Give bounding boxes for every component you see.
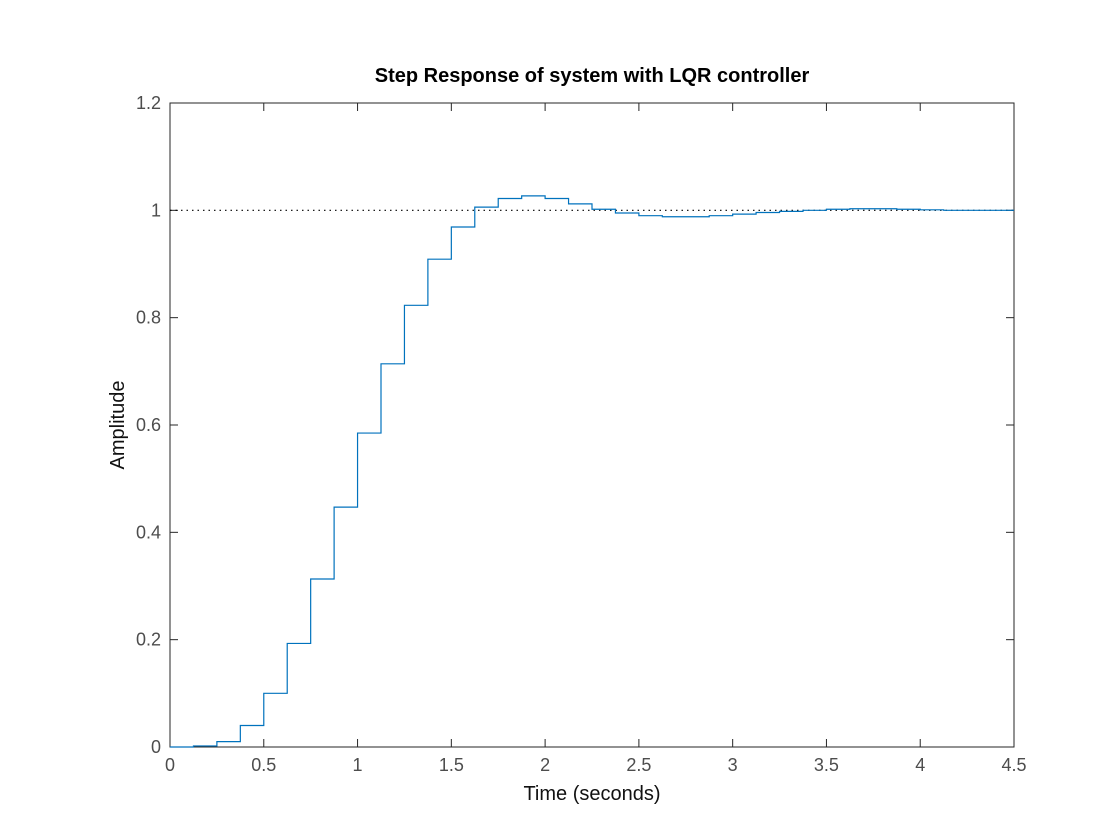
data-point bbox=[287, 643, 288, 644]
y-tick-label: 1.2 bbox=[136, 93, 161, 113]
x-tick-label: 2 bbox=[540, 755, 550, 775]
y-tick-label: 0.6 bbox=[136, 415, 161, 435]
data-point bbox=[662, 216, 663, 217]
y-tick-label: 1 bbox=[151, 200, 161, 220]
data-point bbox=[193, 745, 194, 746]
data-point bbox=[216, 741, 217, 742]
data-point bbox=[709, 215, 710, 216]
data-point bbox=[170, 747, 171, 748]
chart-title: Step Response of system with LQR control… bbox=[375, 65, 810, 87]
data-point bbox=[826, 209, 827, 210]
axes-box bbox=[169, 102, 1015, 748]
x-tick-label: 1.5 bbox=[439, 755, 464, 775]
x-axis-title: Time (seconds) bbox=[523, 783, 660, 805]
data-point bbox=[592, 209, 593, 210]
data-point bbox=[521, 195, 522, 196]
x-tick-label: 3 bbox=[728, 755, 738, 775]
data-point bbox=[638, 215, 639, 216]
data-point bbox=[240, 725, 241, 726]
data-point bbox=[615, 213, 616, 214]
x-tick-label: 4.5 bbox=[1001, 755, 1026, 775]
data-point bbox=[943, 210, 944, 211]
data-point bbox=[990, 210, 991, 211]
data-point bbox=[732, 214, 733, 215]
data-point bbox=[404, 305, 405, 306]
data-point bbox=[779, 211, 780, 212]
y-tick-label: 0.2 bbox=[136, 630, 161, 650]
plot-layer: 0 0.5 1 1.5 2 2.5 3 3.5 4 4.5 0 0.2 0.4 0.6 0.8 1 1.2 bbox=[136, 93, 1027, 775]
x-tick-label: 3.5 bbox=[814, 755, 839, 775]
data-point bbox=[803, 210, 804, 211]
x-tick-label: 0 bbox=[165, 755, 175, 775]
data-point bbox=[357, 433, 358, 434]
y-tick-label: 0 bbox=[151, 737, 161, 757]
x-tick-label: 1 bbox=[353, 755, 363, 775]
y-tick-label: 0.8 bbox=[136, 308, 161, 328]
data-point bbox=[873, 208, 874, 209]
data-point bbox=[381, 363, 382, 364]
y-axis-title: Amplitude bbox=[107, 381, 129, 470]
data-point bbox=[685, 216, 686, 217]
data-point bbox=[263, 693, 264, 694]
x-tick-label: 0.5 bbox=[251, 755, 276, 775]
data-point bbox=[545, 198, 546, 199]
data-point bbox=[310, 579, 311, 580]
data-point bbox=[568, 203, 569, 204]
data-point bbox=[756, 212, 757, 213]
series-line bbox=[170, 195, 1014, 748]
data-point bbox=[334, 507, 335, 508]
data-point bbox=[920, 209, 921, 210]
data-point bbox=[967, 210, 968, 211]
data-point bbox=[849, 208, 850, 209]
x-tick-label: 2.5 bbox=[626, 755, 651, 775]
data-point bbox=[451, 226, 452, 227]
data-point bbox=[498, 198, 499, 199]
data-point bbox=[427, 259, 428, 260]
data-point bbox=[896, 209, 897, 210]
x-tick-label: 4 bbox=[915, 755, 925, 775]
y-tick-label: 0.4 bbox=[136, 522, 161, 542]
data-point bbox=[474, 207, 475, 208]
data-point bbox=[1014, 210, 1015, 211]
